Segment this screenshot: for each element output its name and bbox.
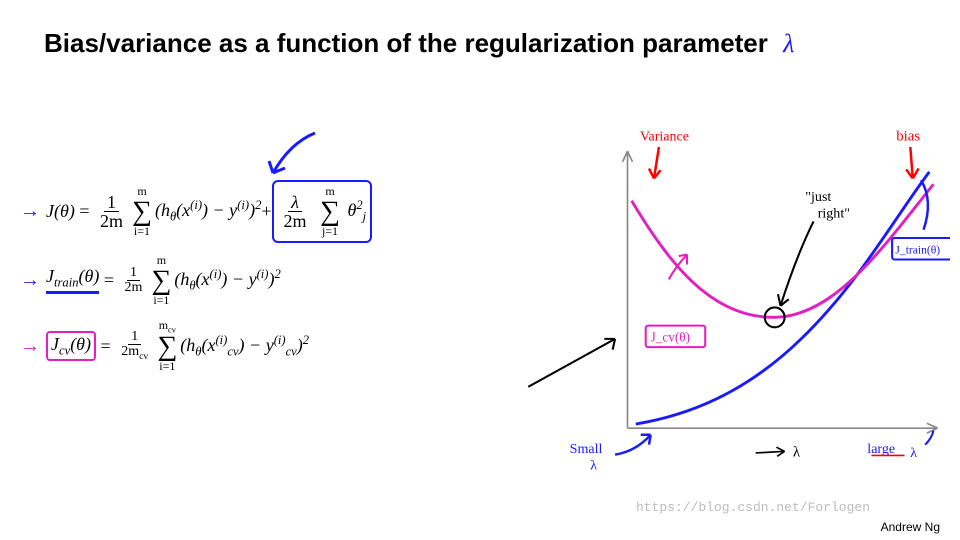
eq-j-train: → Jtrain(θ) = 1 2m m ∑ i=1 (hθ(x(i)) − y…	[20, 251, 372, 309]
pointer-arrow-icon	[528, 339, 615, 387]
credit-text: Andrew Ng	[881, 520, 940, 534]
frac-1-2m: 1 2m	[97, 193, 126, 230]
just-right-label-2: right"	[818, 205, 850, 221]
x-label-arrow-icon	[756, 447, 785, 456]
bullet-arrow-icon: →	[20, 200, 40, 223]
variance-label: Variance	[640, 128, 689, 144]
slide-title: Bias/variance as a function of the regul…	[44, 28, 794, 59]
just-right-arrow-icon	[778, 221, 814, 305]
bullet-arrow-icon: →	[20, 269, 40, 292]
small-lambda-arrow-icon	[615, 435, 651, 455]
small-lambda-1: Small	[570, 441, 603, 457]
eq-j-cv: → Jcv(θ) = 1 2mcv mcv ∑ i=1 (hθ(x(i)cv) …	[20, 317, 372, 375]
slide: Bias/variance as a function of the regul…	[0, 0, 960, 540]
j-lhs: J(θ)	[46, 201, 75, 222]
sum-icon: mcv ∑ i=1	[157, 318, 177, 375]
j-train-lhs: Jtrain(θ)	[46, 266, 99, 295]
variance-arrow-icon	[649, 147, 661, 178]
jtrain-label: J_train(θ)	[895, 244, 940, 257]
j-cv-lhs-box: Jcv(θ)	[46, 331, 96, 362]
large-lambda-1: large	[867, 441, 895, 457]
title-lambda: λ	[783, 29, 794, 58]
sum-icon: m ∑ i=1	[151, 253, 171, 308]
jtrain-brace-icon	[921, 180, 928, 230]
equations-block: → J(θ) = 1 2m m ∑ i=1 (hθ(x(i)) − y(i))2…	[20, 180, 372, 383]
x-axis	[628, 423, 938, 433]
pointing-arrow-icon	[255, 128, 335, 188]
just-right-label-1: "just	[805, 189, 831, 205]
bullet-arrow-icon: →	[20, 335, 40, 358]
bias-arrow-icon	[906, 147, 918, 178]
sum-icon: m ∑ i=1	[132, 184, 152, 239]
eq-j-theta: → J(θ) = 1 2m m ∑ i=1 (hθ(x(i)) − y(i))2…	[20, 180, 372, 243]
bias-variance-chart: Variance bias "just right" J_cv(θ)	[520, 90, 950, 510]
title-text: Bias/variance as a function of the regul…	[44, 28, 768, 58]
large-lambda-2: λ	[910, 445, 917, 461]
watermark-text: https://blog.csdn.net/Forlogen	[636, 500, 870, 515]
bias-label: bias	[896, 128, 920, 144]
small-lambda-2: λ	[590, 458, 597, 474]
x-axis-label: λ	[793, 444, 801, 460]
jcv-label: J_cv(θ)	[651, 329, 690, 344]
y-axis	[623, 151, 633, 428]
regularization-term-box: λ 2m m ∑ j=1 θ2j	[272, 180, 373, 243]
